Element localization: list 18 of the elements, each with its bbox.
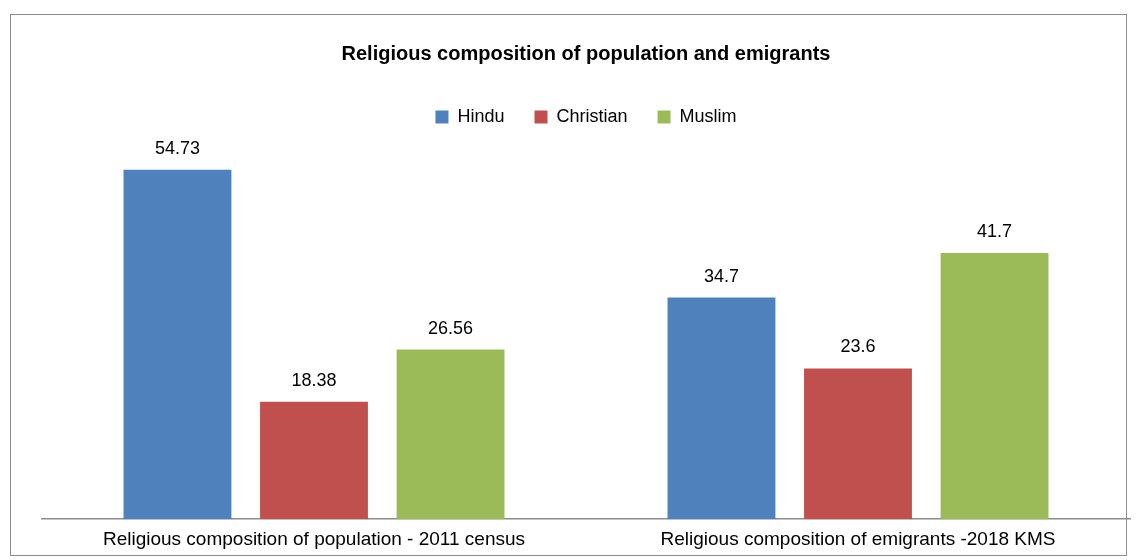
bar bbox=[396, 349, 505, 520]
bar bbox=[940, 252, 1049, 520]
bar bbox=[804, 368, 912, 520]
data-label: 26.56 bbox=[428, 317, 474, 338]
legend-label: Hindu bbox=[457, 105, 505, 126]
data-label: 54.73 bbox=[154, 137, 200, 158]
bar bbox=[667, 297, 776, 520]
data-label: 18.38 bbox=[291, 369, 337, 390]
legend-label: Christian bbox=[556, 105, 628, 126]
data-label: 41.7 bbox=[977, 220, 1013, 241]
bar bbox=[260, 401, 368, 520]
data-label: 34.7 bbox=[703, 265, 739, 286]
bar bbox=[123, 169, 232, 520]
data-label: 23.6 bbox=[840, 336, 876, 357]
x-tick-label: Religious composition of population - 2011 census bbox=[102, 527, 526, 549]
legend-label: Muslim bbox=[679, 105, 737, 126]
chart-title: Religious composition of population and emigrants bbox=[341, 41, 831, 64]
x-tick-label: Religious composition of emigrants -2018 KMS bbox=[660, 527, 1056, 549]
